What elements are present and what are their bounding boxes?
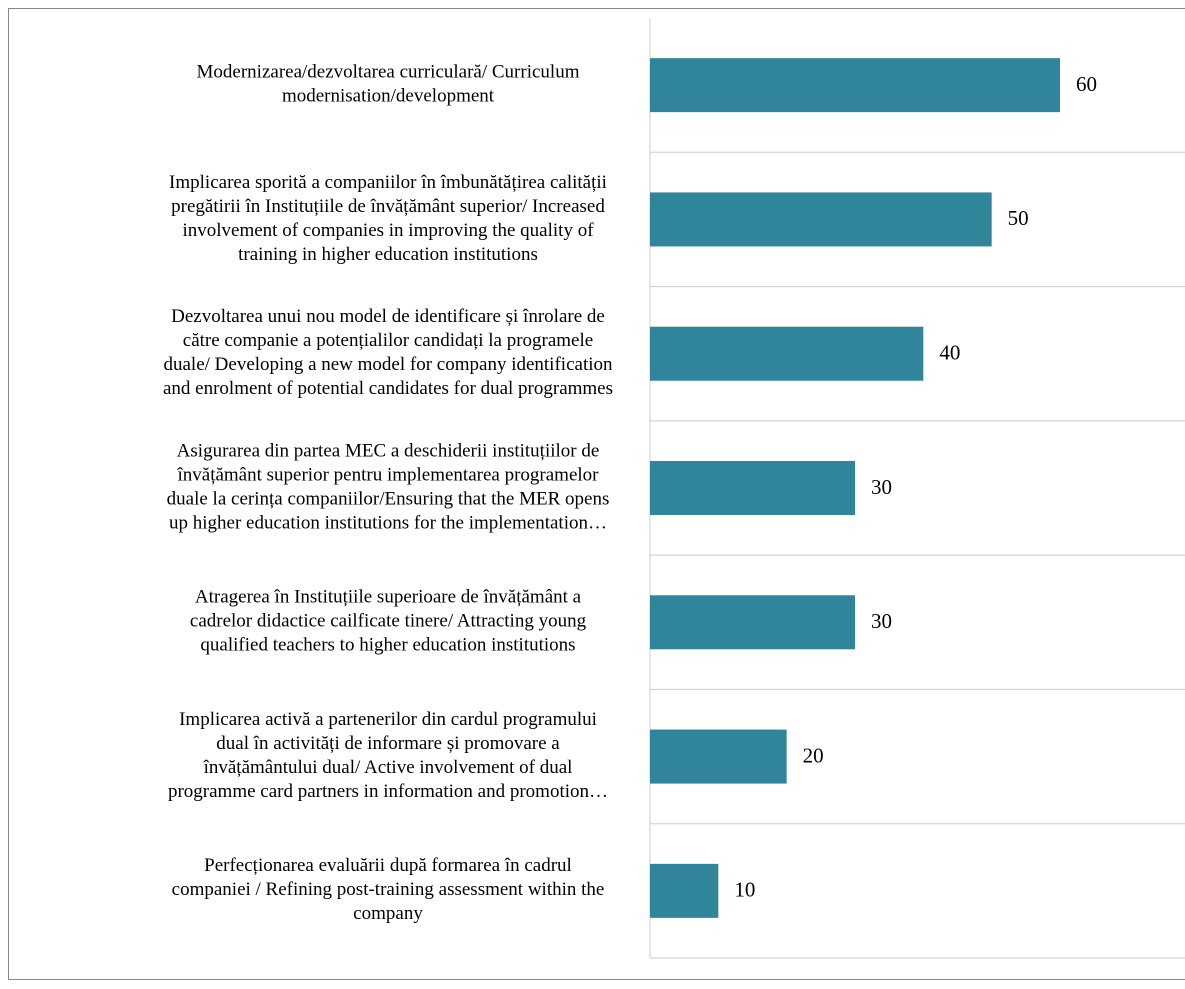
value-label: 50 [1008,206,1029,230]
bar [650,58,1060,113]
bar [650,595,855,650]
category-label: către companie a potențialilor candidați… [183,330,593,351]
category-label: cadrelor didactice cailficate tinere/ At… [190,611,587,632]
category-label: qualified teachers to higher education i… [200,635,575,656]
category-label: companiei / Refining post-training asses… [172,879,605,900]
category-label: programme card partners in information a… [168,781,608,802]
category-label: involvement of companies in improving th… [182,220,594,241]
category-label: and enrolment of potential candidates fo… [163,378,613,399]
value-label: 40 [939,341,960,365]
value-label: 10 [734,878,755,902]
category-label: învățământ superior pentru implementarea… [176,464,599,485]
value-label: 20 [803,743,824,767]
category-label: Modernizarea/dezvoltarea curriculară/ Cu… [197,62,580,83]
value-label: 30 [871,475,892,499]
category-label: Implicarea sporită a companiilor în îmbu… [169,172,607,193]
bar [650,192,992,247]
category-label: învățământului dual/ Active involvement … [203,757,573,778]
category-label: Asigurarea din partea MEC a deschiderii … [177,440,600,461]
category-label: training in higher education institution… [238,244,538,265]
category-label: pregătirii în Instituțiile de învățământ… [171,196,605,217]
category-label: dual în activități de informare și promo… [216,733,560,754]
category-label: modernisation/development [282,86,495,107]
frame [8,8,1185,980]
category-label: duale la cerința companiilor/Ensuring th… [167,488,610,509]
value-label: 60 [1076,72,1097,96]
bar [650,461,855,515]
category-label: Perfecționarea evaluării după formarea î… [204,855,572,876]
category-label: company [353,903,423,924]
category-label: up higher education institutions for the… [169,512,607,533]
bar [650,326,924,381]
value-label: 30 [871,609,892,633]
category-label: Atragerea în Instituțiile superioare de … [195,587,582,608]
bar [650,729,787,784]
category-label: duale/ Developing a new model for compan… [164,354,613,375]
bar [650,863,719,918]
category-label: Dezvoltarea unui nou model de identifica… [171,306,605,327]
category-label: Implicarea activă a partenerilor din car… [179,709,597,730]
